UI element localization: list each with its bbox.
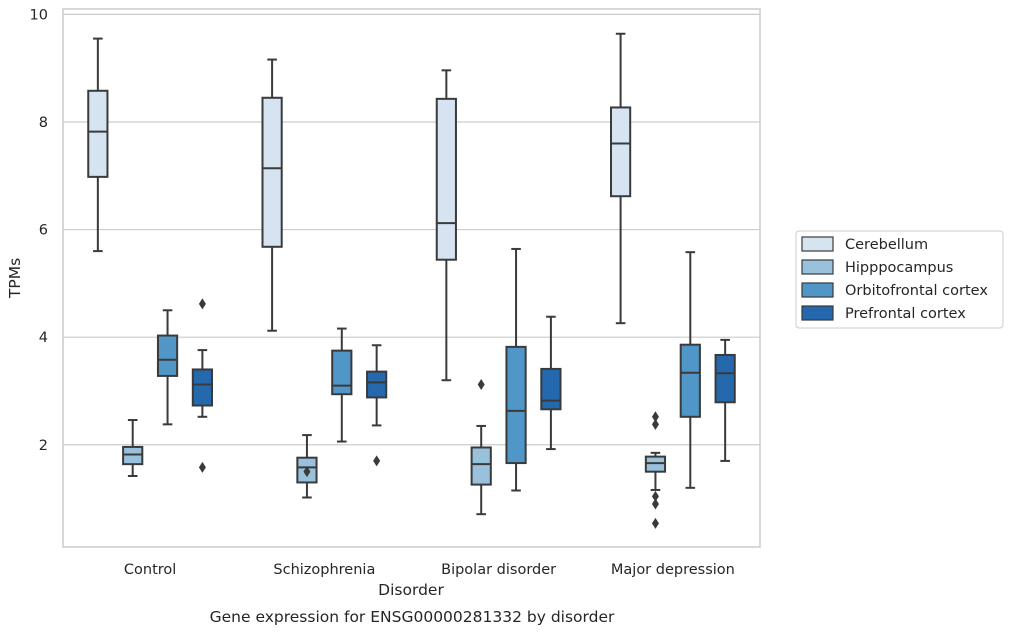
chart-caption: Gene expression for ENSG00000281332 by d… xyxy=(210,608,615,626)
legend-swatch xyxy=(801,305,834,321)
box-0-3 xyxy=(610,32,632,325)
box-body xyxy=(261,96,283,248)
box-2-3 xyxy=(679,251,701,489)
y-tick-label: 6 xyxy=(39,223,48,239)
outlier-point xyxy=(198,298,206,310)
box-body xyxy=(87,89,109,178)
box-2-2 xyxy=(505,247,527,492)
box-1-2 xyxy=(470,379,492,516)
box-body xyxy=(679,343,701,418)
legend-swatch xyxy=(801,282,834,298)
y-axis-label: TPMs xyxy=(6,258,24,299)
outlier-point xyxy=(651,490,659,502)
box-1-3 xyxy=(644,411,667,529)
box-3-0 xyxy=(191,298,214,473)
box-body xyxy=(122,445,144,466)
box-body xyxy=(714,353,736,404)
box-body xyxy=(156,334,179,377)
x-axis-ticks: Control Schizophrenia Bipolar disorder Majo… xyxy=(124,562,735,578)
box-body xyxy=(470,446,492,486)
outlier-point xyxy=(651,411,659,423)
box-body xyxy=(366,370,388,399)
legend-frame xyxy=(795,230,1004,329)
y-tick-label: 8 xyxy=(39,115,48,131)
outlier-point xyxy=(303,466,311,478)
y-axis-ticks: 2 4 6 8 10 xyxy=(30,7,48,453)
y-tick-label: 10 xyxy=(30,7,48,23)
box-body xyxy=(610,106,632,198)
box-body xyxy=(435,97,457,261)
legend-swatch xyxy=(801,259,834,275)
y-tick-label: 4 xyxy=(39,330,48,346)
x-tick-label: Bipolar disorder xyxy=(441,562,556,578)
plot-area xyxy=(63,9,760,547)
box-series xyxy=(87,32,736,529)
box-0-0 xyxy=(87,37,109,253)
box-2-1 xyxy=(331,327,353,443)
box-body xyxy=(191,368,214,407)
box-2-0 xyxy=(156,309,179,426)
x-axis-label: Disorder xyxy=(378,581,444,599)
plot-frame xyxy=(62,8,761,548)
box-3-3 xyxy=(714,338,736,462)
box-3-1 xyxy=(366,344,388,467)
box-body xyxy=(540,367,562,411)
outlier-point xyxy=(651,418,659,430)
outlier-point xyxy=(651,498,659,510)
box-1-0 xyxy=(122,419,144,477)
outlier-point xyxy=(651,517,659,529)
gridlines xyxy=(63,13,760,446)
legend-label: Hipppocampus xyxy=(845,260,953,276)
outlier-point xyxy=(477,379,485,391)
outlier-point xyxy=(373,455,381,467)
box-body xyxy=(331,349,353,396)
box-3-2 xyxy=(540,315,562,451)
legend-label: Orbitofrontal cortex xyxy=(845,283,988,299)
legend: Cerebellum Hipppocampus Orbitofrontal cort… xyxy=(795,230,1004,329)
box-body xyxy=(644,455,667,473)
box-body xyxy=(505,345,527,465)
box-1-1 xyxy=(296,434,318,499)
x-tick-label: Control xyxy=(124,562,176,578)
legend-swatch xyxy=(801,236,834,252)
box-0-2 xyxy=(435,69,457,382)
x-tick-label: Major depression xyxy=(611,562,735,578)
x-tick-label: Schizophrenia xyxy=(273,562,375,578)
box-0-1 xyxy=(261,58,283,332)
y-tick-label: 2 xyxy=(39,438,48,454)
outlier-point xyxy=(198,461,206,473)
legend-label: Cerebellum xyxy=(845,237,928,253)
legend-label: Prefrontal cortex xyxy=(845,306,966,322)
